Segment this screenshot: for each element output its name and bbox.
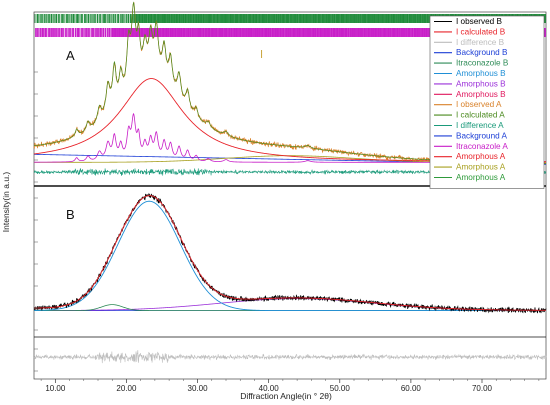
legend-entry: I observed A — [456, 100, 502, 109]
legend-entry: Amorphous B — [456, 79, 506, 88]
panel-label-b: B — [66, 207, 75, 222]
legend-entry: Amorphous B — [456, 69, 506, 78]
plot-frame — [33, 11, 547, 380]
legend-entry: I difference A — [456, 121, 504, 130]
difference-b-line — [33, 350, 547, 364]
x-tick-label: 50.00 — [330, 384, 351, 393]
legend-entry: Background B — [456, 48, 508, 57]
x-tick-label: 70.00 — [472, 384, 493, 393]
x-tick-label: 40.00 — [259, 384, 280, 393]
reflection-band-2 — [112, 28, 546, 37]
legend: I observed BI calculated B I difference B… — [429, 15, 545, 189]
calculated-b-line — [34, 195, 547, 311]
legend-entry: Amorphous A — [456, 173, 506, 182]
reflection-band-1 — [133, 14, 547, 23]
x-tick-label: 10.00 — [45, 384, 66, 393]
y-axis-title: Intensity(in a.u.) — [1, 172, 11, 233]
legend-entry: Amorphous B — [456, 90, 506, 99]
x-tick-label: 60.00 — [401, 384, 422, 393]
legend-entry: Itraconazole B — [456, 59, 509, 68]
legend-entry: Itraconazole A — [456, 142, 508, 151]
panel-b-curves — [33, 192, 547, 314]
difference-curves — [33, 168, 547, 364]
legend-entry: Amorphous A — [456, 152, 506, 161]
amorphous-b-line — [33, 200, 546, 312]
x-tick-label: 20.00 — [116, 384, 137, 393]
x-axis-title: Diffraction Angle(in ° 2θ) — [240, 391, 332, 401]
legend-entry: Background A — [456, 131, 508, 140]
legend-entry: I observed B — [456, 17, 503, 26]
legend-entry: I calculated B — [456, 27, 506, 36]
legend-entry: Amorphous A — [456, 163, 506, 172]
panel-label-a: A — [66, 48, 75, 63]
x-tick-label: 30.00 — [188, 384, 209, 393]
axes: 10.00 20.00 30.00 40.00 50.00 60.00 70.00 — [34, 71, 540, 393]
legend-box — [429, 15, 545, 189]
legend-entry: I difference B — [456, 38, 505, 47]
legend-entry: I calculated A — [456, 111, 505, 120]
